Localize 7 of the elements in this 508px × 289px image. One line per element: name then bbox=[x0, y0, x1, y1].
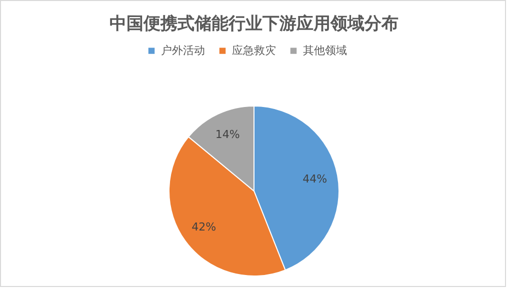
legend-label: 户外活动 bbox=[161, 44, 205, 57]
data-label: 44% bbox=[302, 172, 328, 186]
data-label: 42% bbox=[192, 220, 216, 234]
chart-title: 中国便携式储能行业下游应用领域分布 bbox=[110, 14, 398, 34]
legend-label: 应急救灾 bbox=[232, 44, 276, 57]
legend-label: 其他领域 bbox=[303, 44, 347, 57]
data-label: 14% bbox=[215, 128, 240, 141]
